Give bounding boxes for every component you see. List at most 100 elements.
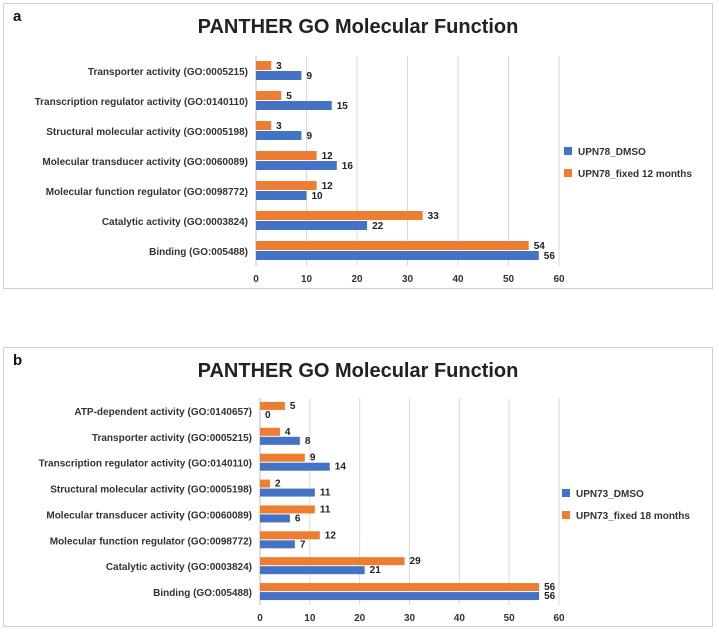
bar-dmso [256,251,539,260]
chart-title: PANTHER GO Molecular Function [197,16,519,38]
category-label: Molecular function regulator (GO:0098772… [46,187,248,198]
x-tick-label: 20 [354,613,366,624]
category-label: Binding (GO:005488) [153,588,252,599]
legend-label: UPN78_fixed 12 months [578,169,692,180]
category-label: Molecular transducer activity (GO:006008… [42,157,248,168]
data-label: 15 [337,101,349,112]
bar-fixed [260,401,285,410]
data-label: 56 [544,591,556,602]
data-label: 12 [322,181,334,192]
legend-swatch [562,489,570,497]
chart-panel-a: a PANTHER GO Molecular Function 0 10 20 30 4… [3,3,713,289]
category-label: Transporter activity (GO:0005215) [88,67,248,78]
category-label: Structural molecular activity (GO:000519… [50,485,252,496]
data-label: 16 [342,161,354,172]
bar-dmso [260,540,295,549]
bar-dmso [260,488,315,497]
data-label: 6 [295,513,301,524]
category-label: Catalytic activity (GO:0003824) [102,217,248,228]
category-label: Binding (GO:005488) [149,247,248,258]
x-tick-label: 10 [304,613,316,624]
bar-dmso [256,191,307,200]
data-label: 3 [276,121,282,132]
x-tick-label: 20 [351,274,363,285]
chart-title: PANTHER GO Molecular Function [197,360,519,382]
bar-fixed [256,151,317,160]
category-label: Molecular transducer activity (GO:006008… [46,510,252,521]
bar-fixed [256,211,423,220]
bar-fixed [260,427,280,436]
legend-label: UPN78_DMSO [578,147,646,158]
category-label: Transcription regulator activity (GO:014… [39,459,252,470]
data-label: 11 [320,488,331,499]
data-label: 9 [306,71,312,82]
x-tick-label: 40 [452,274,464,285]
category-label: Transcription regulator activity (GO:014… [35,97,248,108]
bar-fixed [256,91,282,100]
bar-fixed [260,557,405,566]
bar-dmso [260,514,290,523]
category-label: Catalytic activity (GO:0003824) [106,562,252,573]
bar-fixed [256,61,272,70]
x-tick-label: 60 [553,613,565,624]
data-label: 33 [428,211,440,222]
data-label: 29 [410,556,422,567]
x-tick-label: 60 [553,274,565,285]
x-tick-label: 50 [504,613,516,624]
legend-swatch [562,511,570,519]
bar-dmso [260,566,365,575]
data-label: 14 [335,462,347,473]
data-label: 12 [322,151,334,162]
bar-dmso [260,462,330,471]
x-tick-label: 50 [503,274,515,285]
chart-panel-b: b PANTHER GO Molecular Function 0 10 20 30 4… [3,347,713,627]
data-label: 3 [276,61,282,72]
bar-fixed [260,531,320,540]
data-label: 7 [300,539,306,550]
data-label: 4 [285,427,291,438]
data-label: 9 [310,453,316,464]
x-tick-label: 10 [301,274,313,285]
data-label: 56 [544,582,556,593]
panel-label: a [13,8,22,25]
legend-swatch [564,169,572,177]
panel-label: b [13,352,23,369]
bar-chart-a: 0 10 20 30 40 50 60 Transporter activity (GO:00… [35,56,692,285]
data-label: 8 [305,436,311,447]
data-label: 5 [286,91,292,102]
legend-label: UPN73_fixed 18 months [576,511,690,522]
bar-dmso [260,592,540,601]
x-tick-label: 0 [257,613,263,624]
category-label: Molecular function regulator (GO:0098772… [50,536,252,547]
bar-dmso [256,131,302,140]
x-tick-label: 30 [404,613,416,624]
data-label: 11 [320,504,331,515]
bar-fixed [256,121,272,130]
data-label: 54 [534,241,546,252]
legend-swatch [564,147,572,155]
bar-dmso [260,436,300,445]
category-label: Structural molecular activity (GO:000519… [46,127,248,138]
data-label: 22 [372,221,384,232]
data-label: 0 [265,410,271,421]
bar-dmso [256,161,337,170]
bar-fixed [260,583,540,592]
data-label: 12 [325,530,337,541]
data-label: 5 [290,401,296,412]
x-tick-label: 40 [454,613,466,624]
data-label: 10 [312,191,324,202]
bar-fixed [260,453,305,462]
data-label: 21 [370,565,382,576]
x-tick-label: 0 [253,274,259,285]
data-label: 56 [544,251,556,262]
bar-dmso [256,221,368,230]
x-tick-label: 30 [402,274,414,285]
bar-dmso [256,101,332,110]
bar-fixed [260,479,270,488]
bar-fixed [260,505,315,514]
bar-fixed [256,241,529,250]
data-label: 2 [275,479,281,490]
data-label: 9 [306,131,312,142]
bar-fixed [256,181,317,190]
category-label: Transporter activity (GO:0005215) [92,433,252,444]
